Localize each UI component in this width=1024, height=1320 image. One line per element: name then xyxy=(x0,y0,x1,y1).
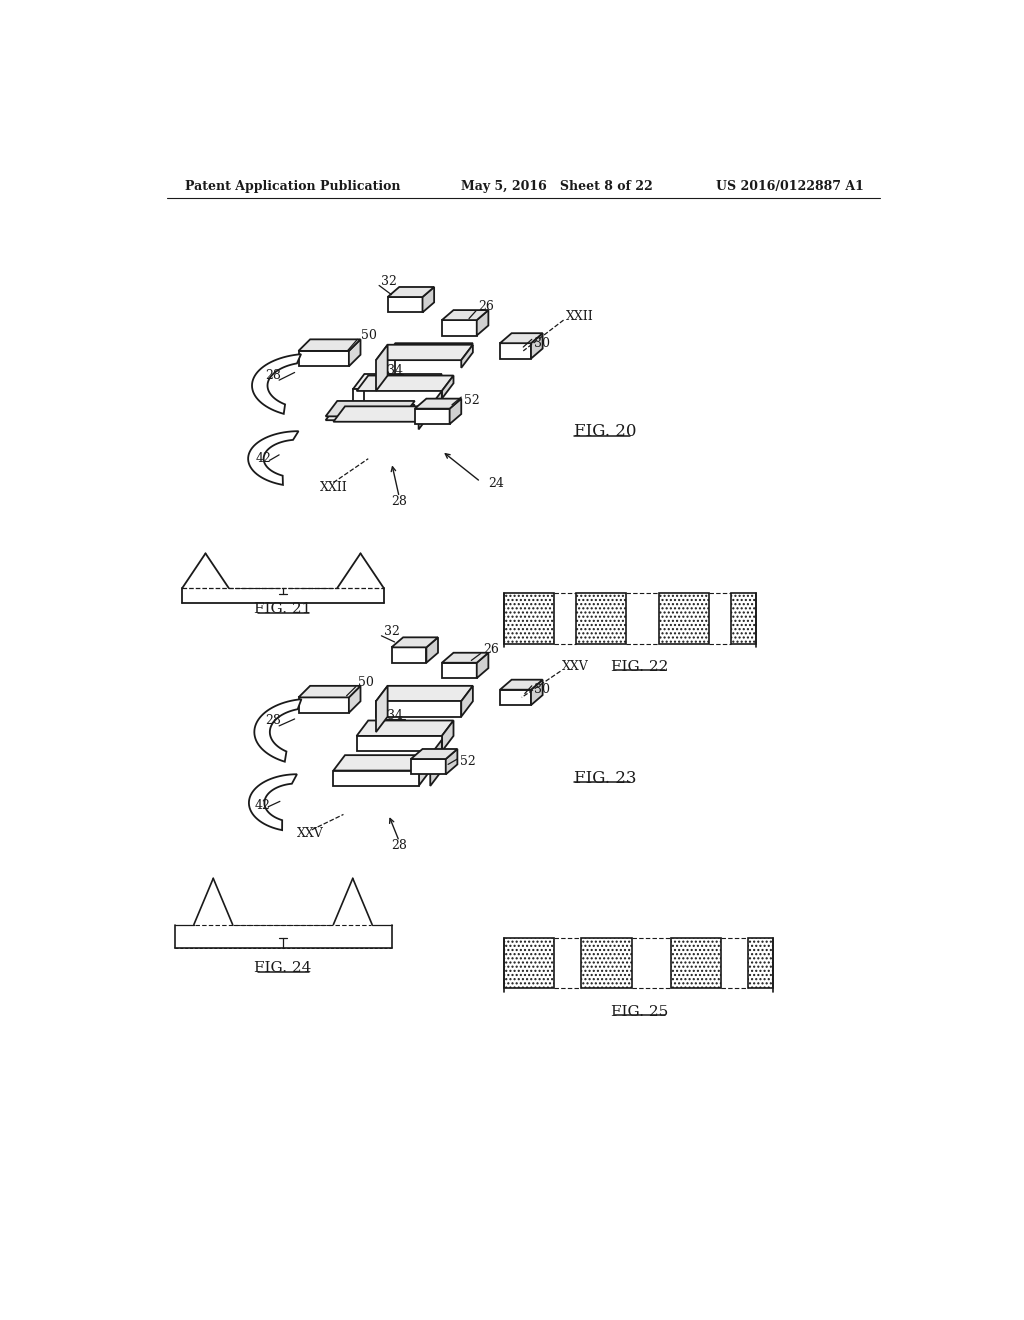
Polygon shape xyxy=(299,697,349,713)
Polygon shape xyxy=(419,407,430,429)
Polygon shape xyxy=(388,297,423,313)
Text: 34: 34 xyxy=(387,363,403,376)
Polygon shape xyxy=(477,653,488,678)
Polygon shape xyxy=(352,389,365,420)
Polygon shape xyxy=(334,755,430,771)
Polygon shape xyxy=(426,638,438,663)
Polygon shape xyxy=(442,376,454,399)
Text: Patent Application Publication: Patent Application Publication xyxy=(184,181,400,194)
Polygon shape xyxy=(376,345,473,360)
Polygon shape xyxy=(391,638,438,647)
Polygon shape xyxy=(376,345,388,391)
Bar xyxy=(671,939,721,989)
Bar xyxy=(582,939,632,989)
Polygon shape xyxy=(388,286,434,297)
Polygon shape xyxy=(356,376,454,391)
Polygon shape xyxy=(442,721,454,751)
Text: 30: 30 xyxy=(535,684,550,696)
Polygon shape xyxy=(442,663,477,678)
Polygon shape xyxy=(352,374,442,389)
Polygon shape xyxy=(299,339,360,351)
Polygon shape xyxy=(461,686,473,717)
Text: FIG. 20: FIG. 20 xyxy=(573,424,636,441)
Polygon shape xyxy=(500,689,531,705)
Polygon shape xyxy=(415,399,461,409)
Text: 28: 28 xyxy=(265,370,281,381)
Polygon shape xyxy=(500,343,531,359)
Text: XXV: XXV xyxy=(297,828,324,841)
Polygon shape xyxy=(299,686,360,697)
Bar xyxy=(748,939,773,989)
Polygon shape xyxy=(349,339,360,367)
Text: 50: 50 xyxy=(360,329,377,342)
Text: 52: 52 xyxy=(460,755,475,768)
Polygon shape xyxy=(249,775,297,830)
Text: FIG. 21: FIG. 21 xyxy=(254,602,311,616)
Polygon shape xyxy=(500,333,543,343)
Polygon shape xyxy=(450,399,461,424)
Polygon shape xyxy=(384,343,473,359)
Polygon shape xyxy=(334,407,430,422)
Polygon shape xyxy=(326,401,415,416)
Text: May 5, 2016   Sheet 8 of 22: May 5, 2016 Sheet 8 of 22 xyxy=(461,181,653,194)
Polygon shape xyxy=(254,700,301,762)
Polygon shape xyxy=(326,405,415,420)
Polygon shape xyxy=(419,755,430,785)
Text: 52: 52 xyxy=(464,395,479,408)
Bar xyxy=(575,594,627,644)
Polygon shape xyxy=(376,686,473,701)
Polygon shape xyxy=(442,310,488,321)
Polygon shape xyxy=(415,409,450,424)
Polygon shape xyxy=(384,359,395,389)
Polygon shape xyxy=(356,737,442,751)
Polygon shape xyxy=(411,748,458,759)
Polygon shape xyxy=(349,686,360,713)
Text: FIG. 25: FIG. 25 xyxy=(611,1005,668,1019)
Text: FIG. 22: FIG. 22 xyxy=(610,660,669,673)
Polygon shape xyxy=(248,432,299,484)
Text: XXII: XXII xyxy=(566,310,594,323)
Text: 42: 42 xyxy=(254,799,270,812)
Polygon shape xyxy=(477,310,488,335)
Text: US 2016/0122887 A1: US 2016/0122887 A1 xyxy=(717,181,864,194)
Polygon shape xyxy=(445,748,458,775)
Polygon shape xyxy=(430,739,442,785)
Text: 50: 50 xyxy=(358,676,374,689)
Polygon shape xyxy=(430,391,442,414)
Text: 26: 26 xyxy=(483,643,499,656)
Text: 28: 28 xyxy=(391,838,408,851)
Polygon shape xyxy=(376,701,461,717)
Polygon shape xyxy=(252,354,301,414)
Bar xyxy=(504,939,554,989)
Polygon shape xyxy=(461,345,473,368)
Text: 32: 32 xyxy=(381,275,397,288)
Text: XXII: XXII xyxy=(321,480,348,494)
Polygon shape xyxy=(442,653,488,663)
Text: 32: 32 xyxy=(384,626,399,639)
Text: FIG. 23: FIG. 23 xyxy=(573,770,636,787)
Polygon shape xyxy=(391,647,426,663)
Text: FIG. 24: FIG. 24 xyxy=(254,961,311,975)
Text: 30: 30 xyxy=(535,337,550,350)
Polygon shape xyxy=(442,321,477,335)
Text: 28: 28 xyxy=(265,714,281,727)
Polygon shape xyxy=(299,351,349,367)
Text: 42: 42 xyxy=(256,453,271,465)
Bar xyxy=(731,594,756,644)
Text: XXV: XXV xyxy=(562,660,589,673)
Text: 24: 24 xyxy=(488,477,504,490)
Polygon shape xyxy=(334,771,419,785)
Polygon shape xyxy=(411,759,445,775)
Polygon shape xyxy=(500,680,543,689)
Bar xyxy=(658,594,710,644)
Polygon shape xyxy=(376,686,388,733)
Bar xyxy=(504,594,554,644)
Polygon shape xyxy=(356,721,454,737)
Text: 28: 28 xyxy=(391,495,408,508)
Polygon shape xyxy=(531,333,543,359)
Polygon shape xyxy=(531,680,543,705)
Text: 34: 34 xyxy=(387,709,403,722)
Text: 26: 26 xyxy=(478,300,495,313)
Polygon shape xyxy=(423,286,434,313)
